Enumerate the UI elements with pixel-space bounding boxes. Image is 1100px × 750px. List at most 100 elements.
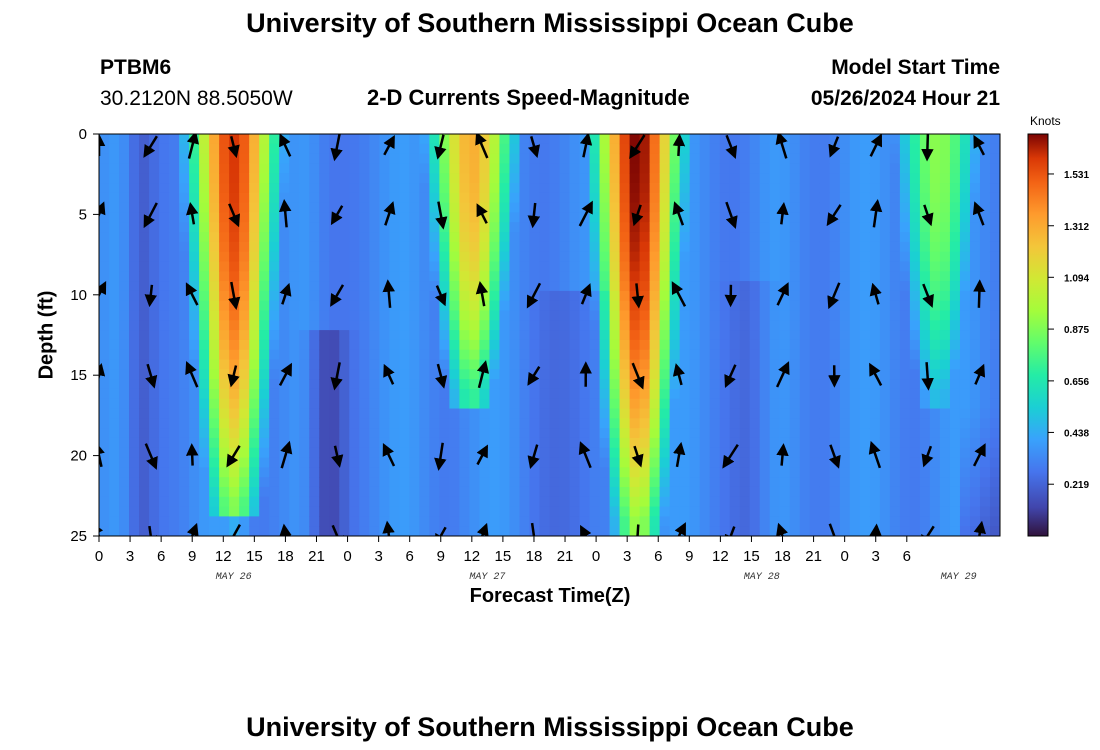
heatmap-cell <box>239 330 250 341</box>
heatmap-cell <box>359 428 370 439</box>
heatmap-cell <box>379 241 390 253</box>
heatmap-cell <box>669 496 681 508</box>
heatmap-cell <box>409 418 420 429</box>
heatmap-cell <box>759 183 771 194</box>
heatmap-cell <box>369 349 380 361</box>
heatmap-cell <box>539 290 551 302</box>
heatmap-cell <box>119 496 130 508</box>
heatmap-cell <box>239 251 250 263</box>
heatmap-cell <box>139 467 150 478</box>
heatmap-cell <box>109 143 120 155</box>
heatmap-cell <box>229 506 240 517</box>
heatmap-cell <box>879 183 891 194</box>
heatmap-cell <box>719 192 731 204</box>
heatmap-cell <box>859 339 871 351</box>
heatmap-cell <box>789 349 801 361</box>
heatmap-cell <box>719 330 731 341</box>
current-vector-arrow <box>185 443 199 466</box>
heatmap-cell <box>179 290 190 302</box>
heatmap-cell <box>479 496 491 508</box>
heatmap-cell <box>899 428 911 439</box>
heatmap-cell <box>499 398 511 410</box>
heatmap-cell <box>899 408 911 419</box>
heatmap-cell <box>389 526 400 536</box>
heatmap-cell <box>469 241 481 253</box>
heatmap-cell <box>559 428 571 439</box>
heatmap-cell <box>969 486 981 498</box>
heatmap-cell <box>349 428 360 439</box>
heatmap-cell <box>609 496 621 508</box>
heatmap-cell <box>949 183 961 194</box>
heatmap-cell <box>509 418 521 429</box>
heatmap-cell <box>709 398 721 410</box>
heatmap-cell <box>799 457 811 468</box>
heatmap-cell <box>469 183 481 194</box>
heatmap-cell <box>929 183 941 194</box>
heatmap-cell <box>559 369 571 380</box>
heatmap-cell <box>99 261 110 272</box>
heatmap-cell <box>389 281 400 292</box>
heatmap-cell <box>819 437 831 449</box>
heatmap-cell <box>639 281 651 292</box>
current-vector-arrow <box>476 522 489 536</box>
heatmap-cell <box>219 339 230 351</box>
heatmap-cell <box>99 467 110 478</box>
heatmap-cell <box>929 153 941 165</box>
heatmap-cell <box>939 359 951 370</box>
heatmap-cell <box>789 134 801 145</box>
heatmap-cell <box>539 163 551 174</box>
heatmap-cell <box>269 232 280 243</box>
heatmap-cell <box>129 486 140 498</box>
heatmap-cell <box>729 349 741 361</box>
heatmap-cell <box>339 281 350 292</box>
heatmap-cell <box>449 398 460 410</box>
heatmap-cell <box>719 408 731 419</box>
heatmap-cell <box>369 281 380 292</box>
heatmap-cell <box>829 339 841 351</box>
heatmap-cell <box>149 516 160 527</box>
heatmap-cell <box>179 310 190 321</box>
heatmap-cell <box>739 310 751 321</box>
heatmap-cell <box>639 467 651 478</box>
heatmap-cell <box>569 408 581 419</box>
heatmap-cell <box>439 281 450 292</box>
heatmap-cell <box>949 202 961 214</box>
heatmap-cell <box>739 457 751 468</box>
heatmap-cell <box>639 320 651 331</box>
heatmap-cell <box>969 359 981 370</box>
heatmap-cell <box>269 251 280 263</box>
heatmap-cell <box>619 398 631 410</box>
heatmap-cell <box>739 486 751 498</box>
heatmap-cell <box>669 330 681 341</box>
heatmap-cell <box>289 447 300 459</box>
heatmap-cell <box>539 261 551 272</box>
heatmap-cell <box>129 320 140 331</box>
heatmap-cell <box>649 173 661 184</box>
heatmap-cell <box>949 320 961 331</box>
heatmap-cell <box>759 202 771 214</box>
heatmap-cell <box>579 467 591 478</box>
heatmap-cell <box>539 192 551 204</box>
heatmap-cell <box>779 261 791 272</box>
heatmap-cell <box>179 516 190 527</box>
heatmap-cell <box>599 222 611 233</box>
heatmap-cell <box>579 261 591 272</box>
heatmap-cell <box>539 222 551 233</box>
heatmap-cell <box>289 281 300 292</box>
heatmap-cell <box>699 192 711 204</box>
heatmap-cell <box>509 526 521 536</box>
heatmap-cell <box>979 418 991 429</box>
heatmap-cell <box>989 516 1000 527</box>
heatmap-cell <box>319 516 330 527</box>
heatmap-cell <box>559 320 571 331</box>
heatmap-cell <box>799 173 811 184</box>
heatmap-cell <box>539 506 551 517</box>
heatmap-cell <box>749 330 761 341</box>
heatmap-cell <box>159 134 170 145</box>
heatmap-cell <box>679 261 691 272</box>
heatmap-cell <box>929 261 941 272</box>
heatmap-cell <box>859 359 871 370</box>
heatmap-cell <box>549 281 561 292</box>
heatmap-cell <box>239 437 250 449</box>
heatmap-cell <box>579 222 591 233</box>
